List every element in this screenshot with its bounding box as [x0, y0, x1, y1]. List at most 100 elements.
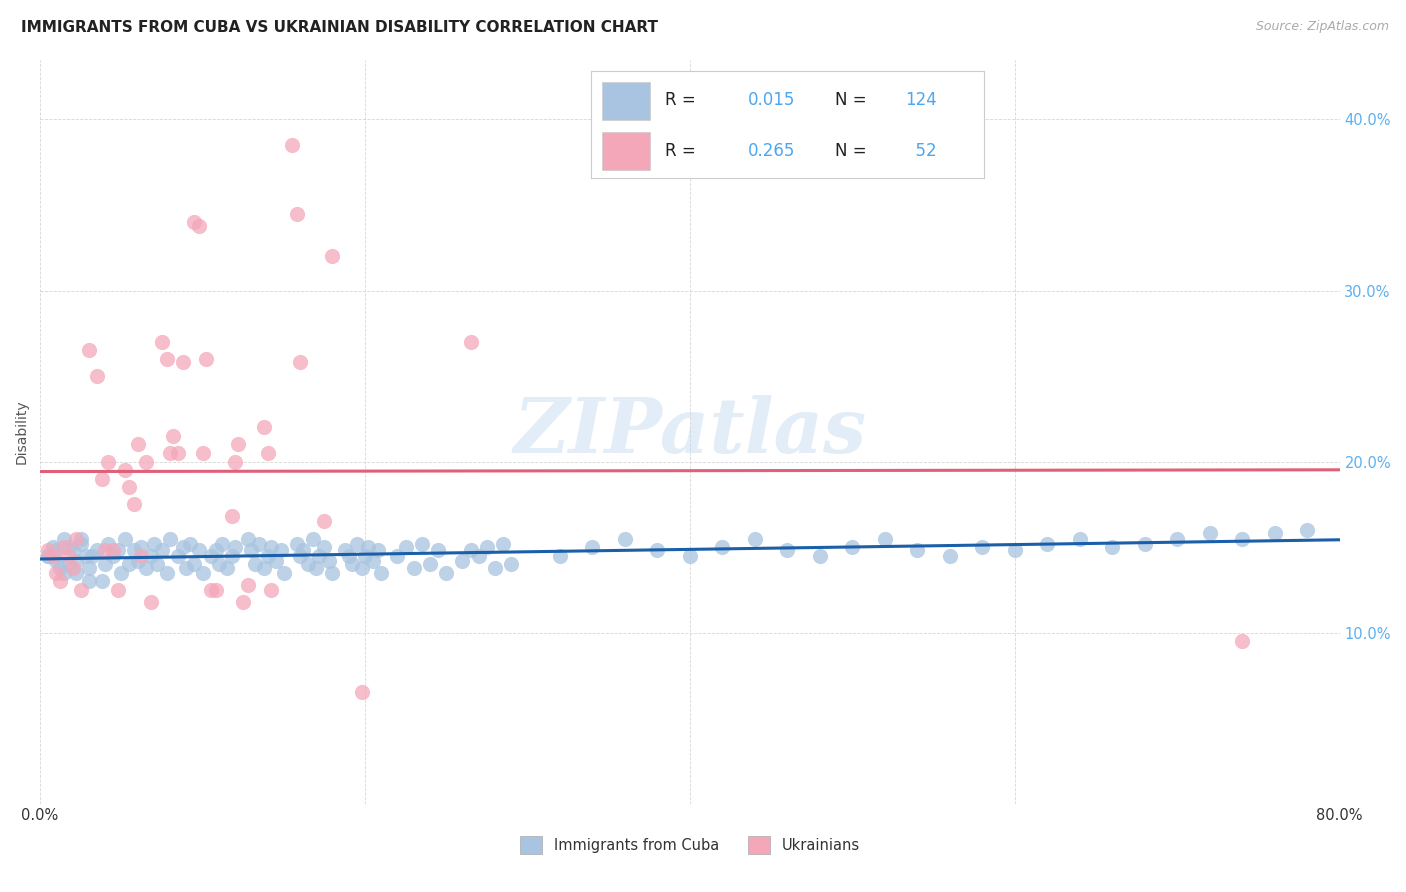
Point [361, 554, 384, 568]
Point [69, 532, 91, 546]
Point [127, 554, 149, 568]
Point [86, 369, 108, 384]
Point [103, 543, 125, 558]
Point [226, 437, 249, 451]
Point [107, 543, 129, 558]
Point [873, 532, 896, 546]
Text: Source: ZipAtlas.com: Source: ZipAtlas.com [1256, 20, 1389, 33]
Point [236, 532, 259, 546]
Point [94, 543, 117, 558]
Point [37, 549, 59, 563]
Point [354, 549, 377, 563]
Point [314, 540, 336, 554]
Point [492, 536, 515, 550]
Point [172, 355, 194, 369]
Point [427, 543, 450, 558]
Point [114, 532, 136, 546]
Point [139, 595, 162, 609]
Point [69, 536, 91, 550]
Point [37, 543, 59, 558]
Point [37, 549, 59, 563]
Point [204, 543, 226, 558]
Point [613, 532, 636, 546]
Text: 0.015: 0.015 [748, 91, 796, 109]
Point [460, 543, 482, 558]
Point [1166, 532, 1188, 546]
Point [208, 557, 231, 571]
Point [65, 532, 87, 546]
Point [305, 560, 328, 574]
Point [65, 554, 87, 568]
Text: 0.265: 0.265 [748, 142, 796, 160]
Point [467, 549, 489, 563]
Point [42, 549, 65, 563]
FancyBboxPatch shape [602, 82, 650, 120]
Text: 124: 124 [905, 91, 938, 109]
Point [48, 574, 70, 589]
Point [200, 582, 222, 597]
Point [156, 351, 179, 366]
Point [45, 543, 67, 558]
Point [841, 540, 863, 554]
Point [90, 574, 112, 589]
Point [260, 540, 283, 554]
Point [1198, 526, 1220, 541]
Point [647, 543, 669, 558]
Point [191, 446, 214, 460]
Point [45, 566, 67, 580]
Point [808, 549, 831, 563]
Point [1230, 532, 1253, 546]
Point [142, 536, 165, 550]
Point [150, 543, 173, 558]
Point [484, 560, 506, 574]
Point [297, 557, 319, 571]
Point [53, 566, 76, 580]
Point [387, 549, 409, 563]
Point [335, 543, 357, 558]
Point [183, 557, 205, 571]
Point [146, 557, 169, 571]
Point [224, 454, 246, 468]
Text: IMMIGRANTS FROM CUBA VS UKRAINIAN DISABILITY CORRELATION CHART: IMMIGRANTS FROM CUBA VS UKRAINIAN DISABI… [21, 20, 658, 35]
Point [97, 454, 120, 468]
Point [118, 480, 141, 494]
FancyBboxPatch shape [602, 132, 650, 169]
Point [581, 540, 603, 554]
Point [679, 549, 702, 563]
Point [253, 560, 276, 574]
Point [434, 566, 457, 580]
Point [321, 566, 343, 580]
Point [135, 454, 157, 468]
Point [256, 549, 278, 563]
Text: R =: R = [665, 142, 696, 160]
Point [48, 560, 70, 574]
Point [357, 540, 380, 554]
Point [150, 334, 173, 349]
Point [188, 543, 211, 558]
Point [62, 560, 84, 574]
Point [232, 595, 254, 609]
Legend: Immigrants from Cuba, Ukrainians: Immigrants from Cuba, Ukrainians [515, 830, 866, 860]
Point [1264, 526, 1286, 541]
Point [243, 557, 266, 571]
Text: N =: N = [835, 142, 866, 160]
Point [107, 582, 129, 597]
Point [77, 560, 100, 574]
Point [1296, 523, 1319, 537]
Point [80, 549, 103, 563]
Point [744, 532, 766, 546]
Point [1036, 536, 1059, 550]
Point [905, 543, 928, 558]
Point [292, 543, 315, 558]
Point [114, 463, 136, 477]
Point [240, 543, 263, 558]
Point [224, 540, 246, 554]
Point [776, 543, 799, 558]
Point [221, 509, 243, 524]
Point [159, 532, 181, 546]
Point [270, 543, 292, 558]
Point [172, 540, 194, 554]
Text: R =: R = [665, 91, 696, 109]
Point [97, 536, 120, 550]
Point [58, 540, 80, 554]
